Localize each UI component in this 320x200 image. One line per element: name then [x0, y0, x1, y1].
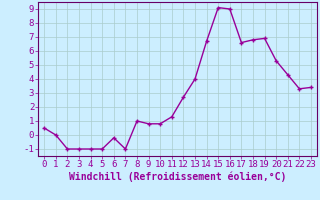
X-axis label: Windchill (Refroidissement éolien,°C): Windchill (Refroidissement éolien,°C)	[69, 172, 286, 182]
